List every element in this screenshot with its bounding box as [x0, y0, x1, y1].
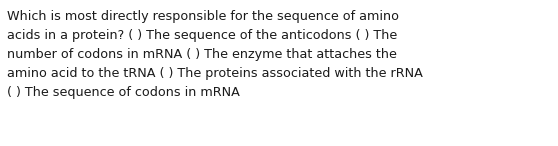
- Text: Which is most directly responsible for the sequence of amino
acids in a protein?: Which is most directly responsible for t…: [7, 10, 423, 99]
